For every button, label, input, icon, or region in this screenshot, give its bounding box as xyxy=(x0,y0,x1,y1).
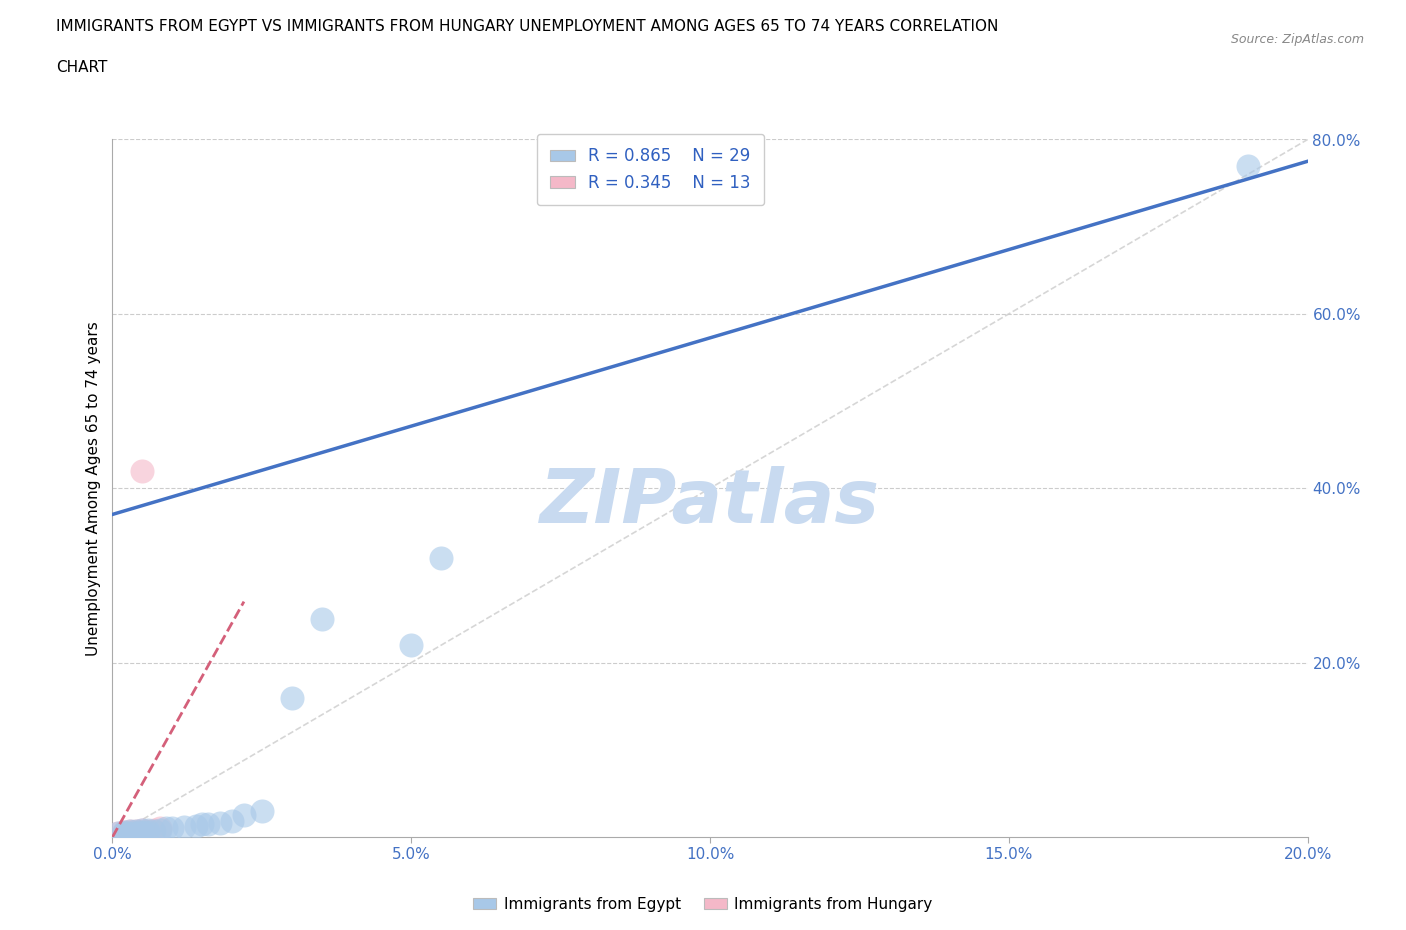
Point xyxy=(143,823,166,838)
Text: Source: ZipAtlas.com: Source: ZipAtlas.com xyxy=(1230,33,1364,46)
Point xyxy=(186,818,208,833)
Text: CHART: CHART xyxy=(56,60,108,75)
Y-axis label: Unemployment Among Ages 65 to 74 years: Unemployment Among Ages 65 to 74 years xyxy=(86,321,101,656)
Point xyxy=(131,823,153,838)
Point xyxy=(131,463,153,478)
Text: IMMIGRANTS FROM EGYPT VS IMMIGRANTS FROM HUNGARY UNEMPLOYMENT AMONG AGES 65 TO 7: IMMIGRANTS FROM EGYPT VS IMMIGRANTS FROM… xyxy=(56,19,998,33)
Point xyxy=(114,824,135,839)
Point xyxy=(131,824,153,839)
Point xyxy=(430,551,453,565)
Point xyxy=(250,804,273,818)
Point xyxy=(232,808,256,823)
Point xyxy=(120,825,142,840)
Point xyxy=(125,825,148,840)
Point xyxy=(138,823,160,838)
Point xyxy=(162,821,183,836)
Point xyxy=(120,823,142,838)
Point xyxy=(138,824,160,839)
Point xyxy=(221,814,243,829)
Point xyxy=(120,824,142,839)
Point xyxy=(107,825,129,840)
Point xyxy=(155,821,177,836)
Point xyxy=(114,825,135,840)
Point xyxy=(131,825,153,840)
Point xyxy=(120,823,142,838)
Point xyxy=(114,824,135,839)
Point xyxy=(125,823,148,838)
Point xyxy=(311,612,333,627)
Point xyxy=(114,825,135,840)
Point xyxy=(191,817,214,831)
Text: ZIPatlas: ZIPatlas xyxy=(540,466,880,538)
Point xyxy=(131,823,153,838)
Legend: Immigrants from Egypt, Immigrants from Hungary: Immigrants from Egypt, Immigrants from H… xyxy=(467,891,939,918)
Point xyxy=(197,817,219,831)
Point xyxy=(125,823,148,838)
Point xyxy=(131,824,153,839)
Point xyxy=(281,690,304,705)
Point xyxy=(149,821,172,836)
Point xyxy=(125,825,148,840)
Point xyxy=(138,823,160,838)
Point xyxy=(149,823,172,838)
Point xyxy=(401,638,423,653)
Point xyxy=(208,816,231,830)
Legend: R = 0.865    N = 29, R = 0.345    N = 13: R = 0.865 N = 29, R = 0.345 N = 13 xyxy=(537,134,763,205)
Point xyxy=(1237,158,1260,173)
Point xyxy=(173,819,195,834)
Point xyxy=(107,825,129,840)
Point xyxy=(143,823,166,838)
